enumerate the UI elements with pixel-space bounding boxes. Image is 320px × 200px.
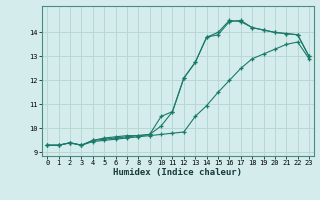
X-axis label: Humidex (Indice chaleur): Humidex (Indice chaleur) xyxy=(113,168,242,177)
